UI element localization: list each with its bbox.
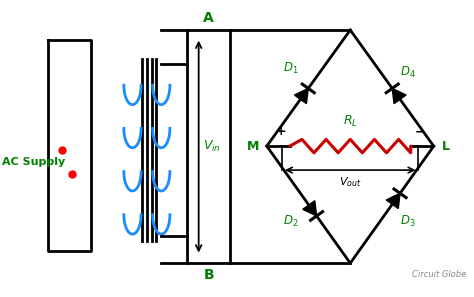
Text: −: − [415, 125, 425, 138]
Text: $D_4$: $D_4$ [400, 65, 416, 80]
Text: M: M [247, 140, 259, 153]
Text: $D_2$: $D_2$ [283, 214, 299, 229]
Text: B: B [203, 268, 214, 282]
Text: A: A [203, 11, 214, 25]
Text: AC Supply: AC Supply [1, 157, 65, 167]
Polygon shape [386, 193, 400, 208]
Text: Circuit Globe: Circuit Globe [412, 271, 466, 279]
Text: $V_{in}$: $V_{in}$ [203, 139, 221, 154]
Text: $R_L$: $R_L$ [343, 114, 358, 129]
Text: +: + [275, 125, 286, 138]
Polygon shape [294, 89, 308, 104]
Polygon shape [303, 201, 317, 216]
Text: $D_1$: $D_1$ [283, 61, 299, 76]
Text: L: L [441, 140, 449, 153]
Polygon shape [392, 89, 406, 104]
Text: $D_3$: $D_3$ [400, 214, 415, 229]
Text: $V_{out}$: $V_{out}$ [339, 175, 362, 189]
